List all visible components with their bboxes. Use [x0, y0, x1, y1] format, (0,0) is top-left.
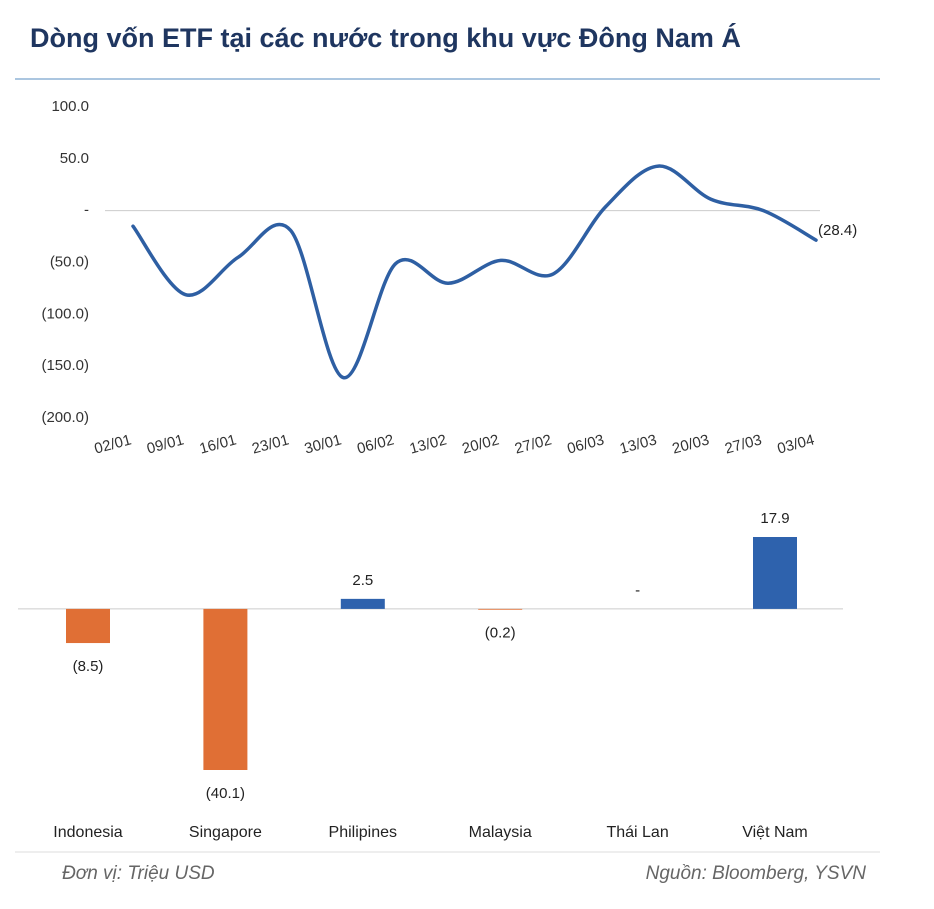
x-tick-label: Philipines [329, 824, 397, 841]
bar [478, 608, 523, 610]
x-tick-label: Indonesia [53, 824, 122, 841]
y-tick-label: (50.0) [50, 253, 89, 270]
bar [66, 608, 110, 644]
data-label: 2.5 [352, 572, 373, 589]
y-tick-label: (150.0) [41, 357, 89, 374]
x-tick-label: 16/01 [198, 431, 239, 457]
x-tick-label: 06/02 [355, 431, 396, 457]
x-tick-label: 23/01 [250, 431, 291, 457]
y-tick-label: - [84, 202, 89, 219]
x-tick-label: 13/03 [618, 431, 659, 457]
x-tick-label: 27/02 [513, 431, 554, 457]
y-tick-label: 100.0 [51, 98, 89, 115]
x-tick-label: 30/01 [303, 431, 344, 457]
bar [753, 537, 797, 609]
x-tick-label: Malaysia [469, 824, 532, 841]
unit-note: Đơn vị: Triệu USD [62, 863, 215, 884]
x-tick-label: Thái Lan [606, 824, 668, 841]
y-tick-label: (200.0) [41, 409, 89, 426]
x-tick-label: 20/03 [670, 431, 711, 457]
x-tick-label: 02/01 [93, 431, 134, 457]
y-tick-label: 50.0 [60, 150, 89, 167]
data-label: - [635, 582, 640, 599]
x-tick-label: Singapore [189, 824, 262, 841]
data-label: (8.5) [73, 658, 104, 675]
x-tick-label: 09/01 [145, 431, 186, 457]
x-tick-label: 13/02 [408, 431, 449, 457]
x-tick-label: Việt Nam [742, 824, 808, 841]
bar [203, 608, 248, 770]
line-series [131, 164, 818, 380]
data-label: (0.2) [485, 625, 516, 642]
data-label: 17.9 [760, 510, 789, 527]
x-tick-label: 27/03 [723, 431, 764, 457]
title: Dòng vốn ETF tại các nước trong khu vực … [30, 22, 741, 53]
data-label: (40.1) [206, 785, 245, 802]
x-tick-label: 06/03 [565, 431, 606, 457]
data-label: (28.4) [818, 222, 857, 239]
y-tick-label: (100.0) [41, 305, 89, 322]
source: Nguồn: Bloomberg, YSVN [646, 863, 867, 884]
x-tick-label: 20/02 [460, 431, 501, 457]
x-tick-label: 03/04 [776, 431, 817, 457]
bar [340, 598, 385, 609]
